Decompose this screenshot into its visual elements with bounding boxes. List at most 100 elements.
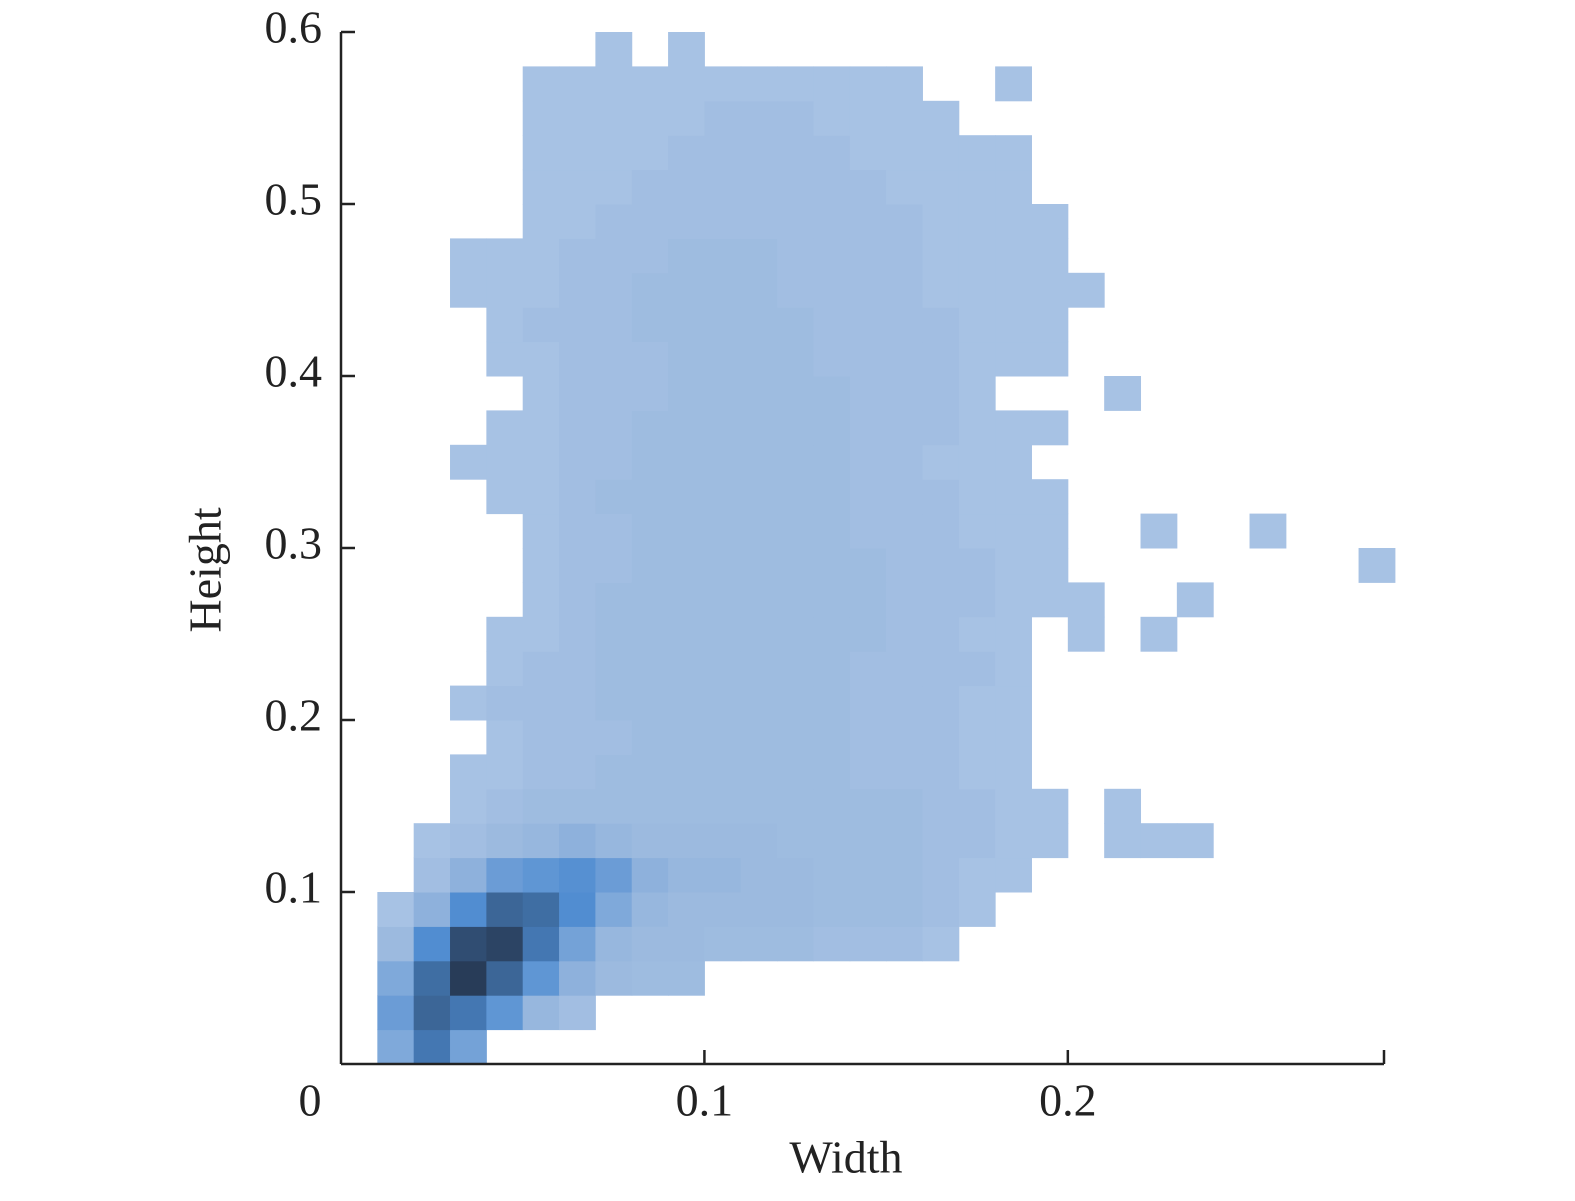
bin-cell: [631, 960, 669, 996]
bin-cell: [922, 444, 960, 480]
bin-cell: [1031, 548, 1069, 583]
bin-cell: [777, 685, 814, 721]
bin-cell: [595, 410, 633, 446]
bin-cell: [886, 513, 923, 549]
bin-cell: [595, 651, 633, 687]
bin-cell: [740, 479, 778, 515]
bin-cell: [922, 513, 960, 549]
bin-cell: [813, 341, 851, 377]
bin-cell: [559, 823, 596, 859]
bin-cell: [922, 720, 960, 755]
bin-cell: [813, 616, 851, 652]
bin-cell: [886, 857, 923, 893]
bin-cell: [595, 857, 633, 893]
bin-cell: [849, 444, 887, 480]
bin-cell: [813, 204, 851, 239]
bin-cell: [740, 513, 778, 549]
bin-cell: [486, 651, 524, 687]
bin-cell: [704, 341, 742, 377]
bin-cell: [559, 376, 596, 411]
bin-cell: [777, 272, 814, 308]
bin-cell: [377, 892, 415, 927]
bin-cell: [813, 479, 851, 515]
bin-cell: [522, 720, 560, 755]
bin-cell: [1031, 204, 1069, 239]
bin-cell: [668, 307, 705, 343]
bin-cell: [777, 341, 814, 377]
bin-cell: [522, 995, 560, 1031]
bin-cell: [922, 548, 960, 583]
bin-cell: [922, 238, 960, 274]
bin-cell: [704, 479, 742, 515]
bin-cell: [849, 788, 887, 824]
bin-cell: [740, 823, 778, 859]
bin-cell: [740, 169, 778, 205]
bin-cell: [849, 582, 887, 618]
bin-cell: [631, 788, 669, 824]
bin-cell: [559, 513, 596, 549]
bin-cell: [704, 720, 742, 755]
bin-cell: [522, 754, 560, 790]
bin-cell: [522, 651, 560, 687]
bin-cell: [958, 341, 996, 377]
bin-cell: [704, 582, 742, 618]
bin-cell: [377, 995, 415, 1031]
bin-cell: [849, 857, 887, 893]
bin-cell: [486, 272, 524, 308]
bin-cell: [559, 960, 596, 996]
bin-cell: [377, 1029, 415, 1065]
bin-cell: [486, 857, 524, 893]
bin-cell: [777, 754, 814, 790]
bin-cell: [777, 651, 814, 687]
bin-cell: [958, 754, 996, 790]
y-tick-label: 0.3: [265, 518, 323, 569]
bin-cell: [958, 376, 996, 411]
bin-cell: [668, 720, 705, 755]
bin-cell: [777, 135, 814, 171]
bin-cell: [522, 823, 560, 859]
bin-cell: [849, 135, 887, 171]
bin-cell: [486, 960, 524, 996]
bin-cell: [486, 238, 524, 274]
bin-cell: [522, 307, 560, 343]
y-tick-label: 0.1: [265, 862, 323, 913]
bin-cell: [668, 582, 705, 618]
bin-cell: [1104, 788, 1142, 824]
bin-cell: [559, 135, 596, 171]
bin-cell: [595, 32, 633, 67]
bin-cell: [668, 444, 705, 480]
bin-cell: [922, 479, 960, 515]
x-tick-label: 0: [299, 1075, 322, 1126]
bin-cell: [559, 892, 596, 927]
bin-cell: [922, 685, 960, 721]
bin-cell: [704, 685, 742, 721]
bin-cell: [522, 135, 560, 171]
bin-cell: [595, 204, 633, 239]
bin-cell: [559, 341, 596, 377]
bin-cell: [631, 823, 669, 859]
bin-cell: [1031, 582, 1069, 618]
bin-cell: [704, 926, 742, 962]
bin-cell: [1249, 513, 1287, 549]
bin-cell: [559, 204, 596, 239]
bin-cell: [886, 892, 923, 927]
bin-cell: [995, 238, 1032, 274]
bin-cell: [1031, 788, 1069, 824]
bin-cell: [377, 960, 415, 996]
bin-cell: [995, 272, 1032, 308]
bin-cell: [922, 307, 960, 343]
bin-cell: [740, 616, 778, 652]
bin-cell: [813, 548, 851, 583]
bin-cell: [704, 100, 742, 136]
bin-cell: [522, 410, 560, 446]
bin-cell: [486, 926, 524, 962]
bin-cell: [1067, 616, 1105, 652]
bin-cell: [522, 204, 560, 239]
bin-cell: [450, 788, 487, 824]
bin-cell: [922, 754, 960, 790]
bin-cell: [740, 444, 778, 480]
bin-cell: [740, 685, 778, 721]
bin-cell: [777, 857, 814, 893]
bin-cell: [704, 857, 742, 893]
